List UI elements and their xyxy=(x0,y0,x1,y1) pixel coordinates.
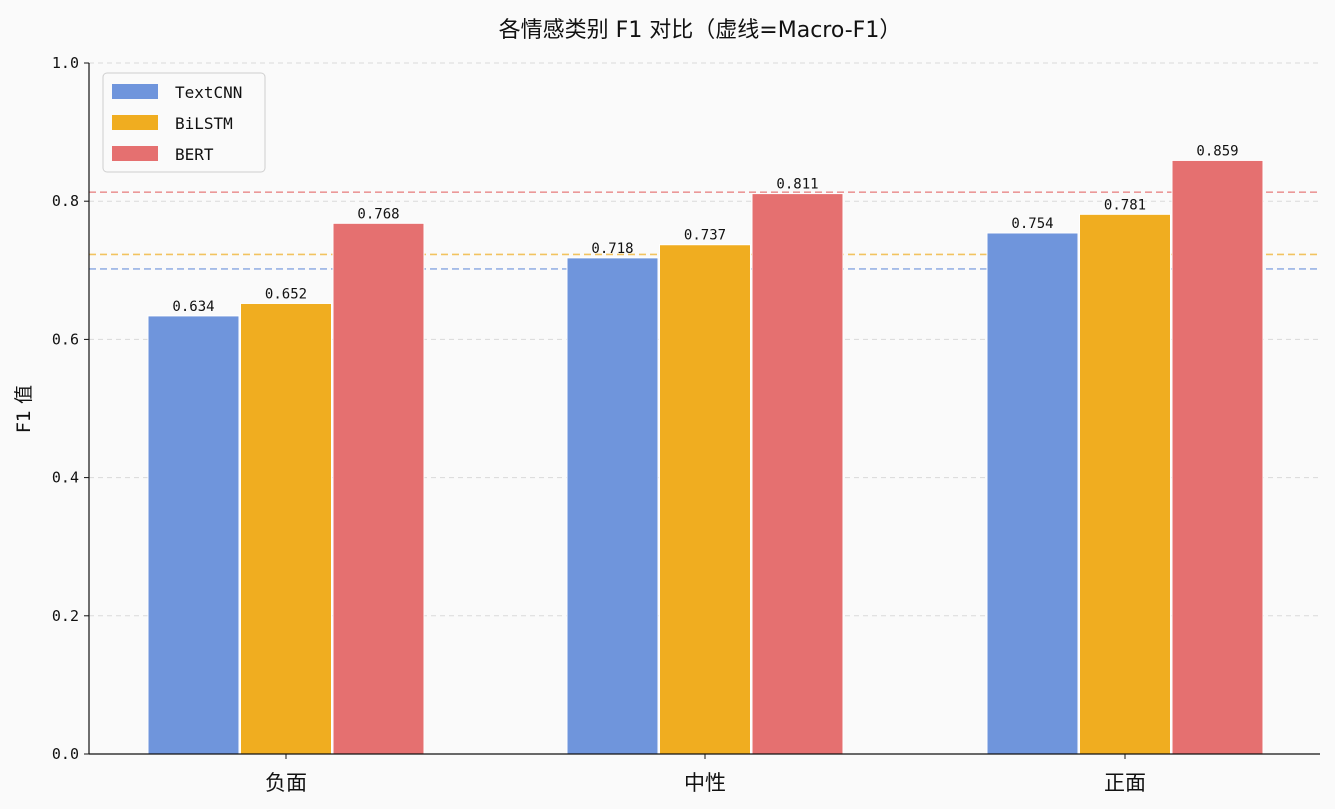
legend-label-bilstm: BiLSTM xyxy=(175,114,233,133)
legend-swatch-bilstm xyxy=(112,115,158,130)
x-ticks: 负面 中性 正面 xyxy=(265,754,1146,795)
data-label: 0.634 xyxy=(172,299,214,315)
y-tick-label: 0.8 xyxy=(52,192,79,210)
bar-bert-0 xyxy=(332,222,425,755)
bar-bert-2 xyxy=(1171,159,1264,755)
legend: TextCNN BiLSTM BERT xyxy=(102,72,266,173)
chart-title: 各情感类别 F1 对比（虚线=Macro-F1） xyxy=(499,18,902,43)
data-label: 0.652 xyxy=(265,286,307,302)
x-tick-label: 负面 xyxy=(265,771,307,795)
y-tick-label: 0.4 xyxy=(52,469,79,487)
bar-bert-1 xyxy=(751,193,844,755)
y-tick-label: 0.2 xyxy=(52,607,79,625)
data-label: 0.754 xyxy=(1011,216,1053,232)
y-ticks: 0.0 0.2 0.4 0.6 0.8 1.0 xyxy=(52,54,89,763)
data-label: 0.811 xyxy=(776,177,818,193)
legend-label-bert: BERT xyxy=(175,145,214,164)
bar-textcnn-1 xyxy=(566,257,659,755)
x-tick-label: 中性 xyxy=(684,771,726,795)
legend-swatch-bert xyxy=(112,146,158,161)
y-tick-label: 0.0 xyxy=(52,745,79,763)
data-label: 0.737 xyxy=(684,228,726,244)
data-label: 0.718 xyxy=(591,241,633,257)
legend-swatch-textcnn xyxy=(112,84,158,99)
y-tick-label: 0.6 xyxy=(52,330,79,348)
data-label: 0.768 xyxy=(357,206,399,222)
data-label: 0.781 xyxy=(1104,197,1146,213)
bar-textcnn-0 xyxy=(147,315,240,755)
bar-bilstm-1 xyxy=(659,244,751,755)
data-label: 0.859 xyxy=(1196,143,1238,159)
y-tick-label: 1.0 xyxy=(52,54,79,72)
legend-label-textcnn: TextCNN xyxy=(175,83,242,102)
bar-bilstm-0 xyxy=(240,302,332,755)
bars xyxy=(147,159,1264,755)
bar-textcnn-2 xyxy=(986,232,1079,755)
y-axis-label: F1 值 xyxy=(13,385,35,433)
bar-bilstm-2 xyxy=(1079,213,1171,755)
data-labels: 0.634 0.718 0.754 0.652 0.737 0.781 0.768 0.811… xyxy=(172,143,1238,314)
x-tick-label: 正面 xyxy=(1104,771,1146,795)
